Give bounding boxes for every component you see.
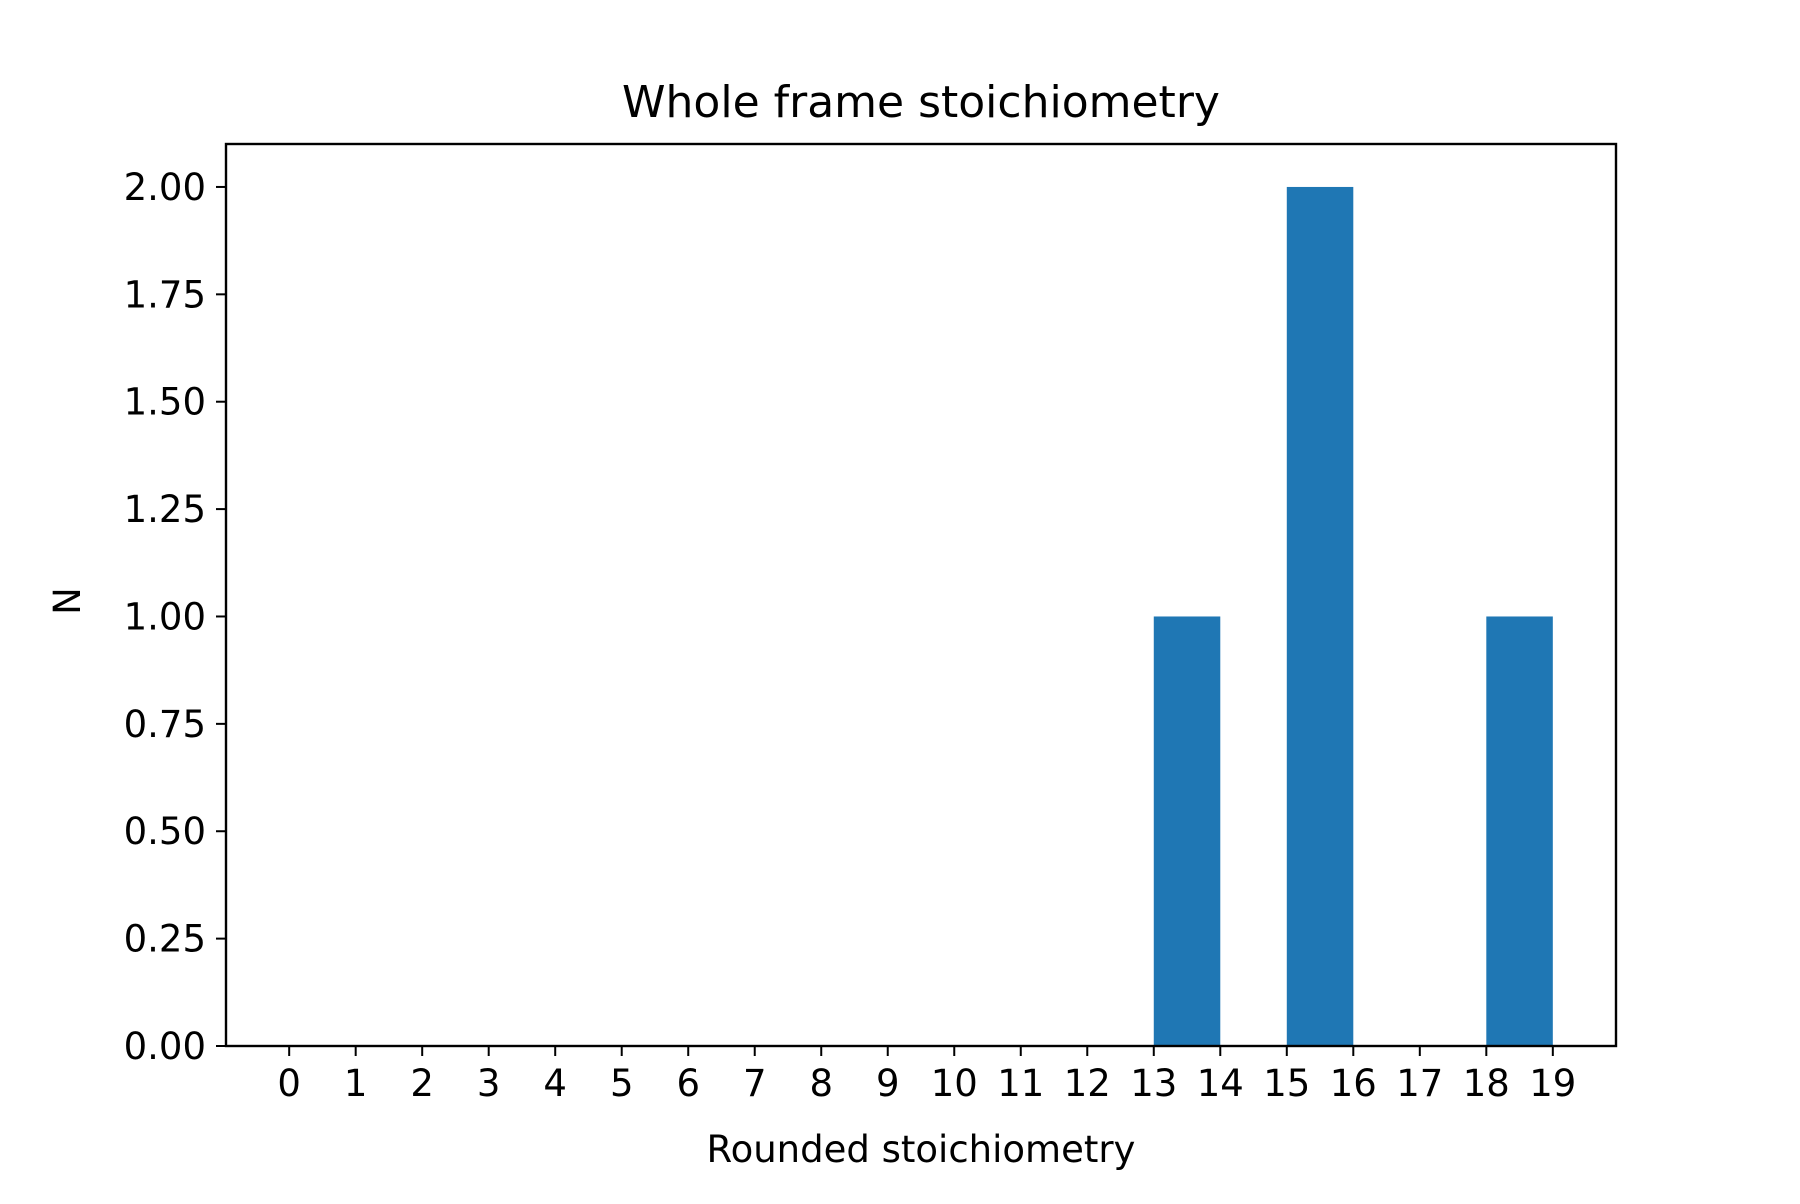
x-tick-label: 11: [997, 1062, 1044, 1105]
x-tick-label: 4: [543, 1062, 567, 1105]
x-tick-label: 18: [1463, 1062, 1510, 1105]
x-tick-label: 17: [1396, 1062, 1443, 1105]
x-axis-label: Rounded stoichiometry: [707, 1128, 1136, 1171]
plot-area-frame: [224, 142, 1618, 1048]
bar-15-16: [1286, 186, 1354, 1046]
x-tick-label: 19: [1529, 1062, 1576, 1105]
x-tick-label: 9: [876, 1062, 900, 1105]
y-tick-label: 1.00: [124, 595, 206, 638]
x-tick-label: 3: [477, 1062, 501, 1105]
x-tick-label: 15: [1263, 1062, 1310, 1105]
x-tick-label: 0: [277, 1062, 301, 1105]
x-tick-label: 12: [1064, 1062, 1111, 1105]
x-tick-label: 6: [676, 1062, 700, 1105]
x-tick-label: 16: [1330, 1062, 1377, 1105]
y-axis-ticks: 0.00 0.25 0.50 0.75 1.00 1.25 1.50 1.75 2.00: [124, 166, 226, 1068]
x-tick-label: 8: [809, 1062, 833, 1105]
x-tick-label: 14: [1197, 1062, 1244, 1105]
x-axis-ticks: 0 1 2 3 4 5 6 7 8 9 10 11 12 13 14 15 16 17 18 19: [277, 1046, 1576, 1105]
bar-13-14: [1153, 616, 1221, 1046]
x-tick-label: 5: [610, 1062, 634, 1105]
bars-layer: [1153, 186, 1553, 1046]
bar-18-19: [1486, 616, 1553, 1046]
y-tick-label: 1.25: [124, 488, 206, 531]
y-axis-label: N: [46, 587, 89, 615]
y-tick-label: 0.00: [124, 1025, 206, 1068]
y-tick-label: 0.50: [124, 810, 206, 853]
y-tick-label: 1.50: [124, 381, 206, 424]
y-tick-label: 2.00: [124, 166, 206, 209]
chart-title: Whole frame stoichiometry: [622, 77, 1220, 128]
y-tick-label: 0.75: [124, 703, 206, 746]
y-tick-label: 0.25: [124, 918, 206, 961]
x-tick-label: 2: [410, 1062, 434, 1105]
x-tick-label: 7: [743, 1062, 767, 1105]
x-tick-label: 10: [931, 1062, 978, 1105]
x-tick-label: 13: [1130, 1062, 1177, 1105]
x-tick-label: 1: [344, 1062, 368, 1105]
y-tick-label: 1.75: [124, 273, 206, 316]
